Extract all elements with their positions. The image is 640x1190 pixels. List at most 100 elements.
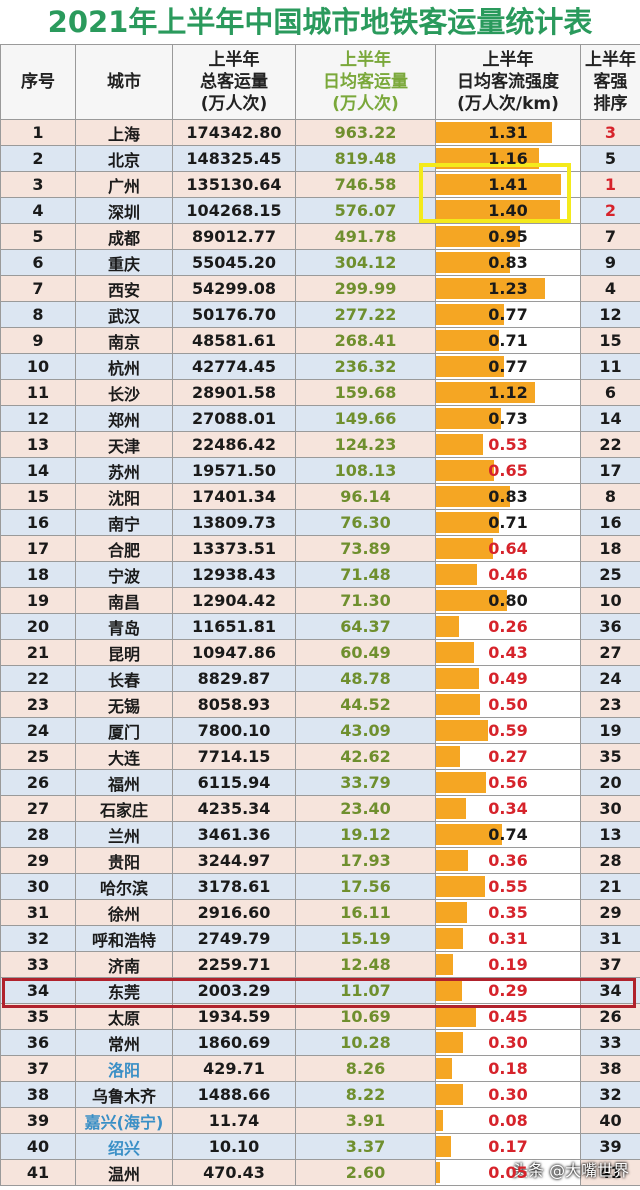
row-intensity: 1.41 — [435, 171, 581, 198]
intensity-bar — [436, 1058, 452, 1079]
row-intensity: 0.30 — [435, 1029, 581, 1056]
row-daily: 8.26 — [295, 1055, 436, 1082]
row-total: 1488.66 — [172, 1081, 296, 1108]
row-city: 嘉兴(海宁) — [75, 1107, 173, 1134]
intensity-value: 0.31 — [488, 929, 528, 948]
row-index: 10 — [0, 353, 76, 380]
row-city: 温州 — [75, 1159, 173, 1186]
row-daily: 44.52 — [295, 691, 436, 718]
row-city: 宁波 — [75, 561, 173, 588]
row-total: 2749.79 — [172, 925, 296, 952]
intensity-value: 1.40 — [488, 201, 528, 220]
intensity-bar — [436, 226, 520, 247]
row-daily: 42.62 — [295, 743, 436, 770]
row-intensity: 0.49 — [435, 665, 581, 692]
row-daily: 19.12 — [295, 821, 436, 848]
intensity-value: 1.12 — [488, 383, 528, 402]
intensity-value: 0.43 — [488, 643, 528, 662]
table-row: 38 乌鲁木齐 1488.66 8.22 0.30 32 — [0, 1081, 640, 1108]
table-row: 17 合肥 13373.51 73.89 0.64 18 — [0, 535, 640, 562]
header-row: 序号 城市 上半年 总客运量 (万人次) 上半年 日均客运量 (万人次) 上半年… — [0, 44, 640, 120]
intensity-bar — [436, 642, 474, 663]
row-index: 19 — [0, 587, 76, 614]
row-index: 3 — [0, 171, 76, 198]
intensity-value: 0.29 — [488, 981, 528, 1000]
row-rank: 19 — [580, 717, 640, 744]
intensity-value: 0.59 — [488, 721, 528, 740]
row-total: 3178.61 — [172, 873, 296, 900]
row-index: 11 — [0, 379, 76, 406]
row-total: 12938.43 — [172, 561, 296, 588]
intensity-value: 0.77 — [488, 357, 528, 376]
row-city: 昆明 — [75, 639, 173, 666]
intensity-bar — [436, 746, 460, 767]
row-total: 48581.61 — [172, 327, 296, 354]
row-city: 太原 — [75, 1003, 173, 1030]
row-city: 郑州 — [75, 405, 173, 432]
row-rank: 36 — [580, 613, 640, 640]
row-daily: 17.56 — [295, 873, 436, 900]
header-intensity: 上半年 日均客流强度 (万人次/km) — [435, 44, 581, 120]
row-rank: 14 — [580, 405, 640, 432]
intensity-bar — [436, 616, 459, 637]
row-rank: 20 — [580, 769, 640, 796]
row-city: 沈阳 — [75, 483, 173, 510]
row-total: 7800.10 — [172, 717, 296, 744]
row-total: 104268.15 — [172, 197, 296, 224]
intensity-value: 0.36 — [488, 851, 528, 870]
intensity-value: 0.56 — [488, 773, 528, 792]
intensity-value: 1.16 — [488, 149, 528, 168]
intensity-bar — [436, 356, 504, 377]
table-row: 36 常州 1860.69 10.28 0.30 33 — [0, 1029, 640, 1056]
row-daily: 48.78 — [295, 665, 436, 692]
row-rank: 23 — [580, 691, 640, 718]
row-city: 武汉 — [75, 301, 173, 328]
row-rank: 15 — [580, 327, 640, 354]
row-intensity: 0.26 — [435, 613, 581, 640]
intensity-bar — [436, 850, 468, 871]
row-intensity: 0.83 — [435, 483, 581, 510]
row-index: 23 — [0, 691, 76, 718]
row-index: 28 — [0, 821, 76, 848]
row-index: 38 — [0, 1081, 76, 1108]
row-daily: 23.40 — [295, 795, 436, 822]
row-rank: 12 — [580, 301, 640, 328]
intensity-bar — [436, 408, 501, 429]
table-row: 4 深圳 104268.15 576.07 1.40 2 — [0, 197, 640, 224]
row-city: 天津 — [75, 431, 173, 458]
table-row: 28 兰州 3461.36 19.12 0.74 13 — [0, 821, 640, 848]
intensity-bar — [436, 304, 504, 325]
row-daily: 236.32 — [295, 353, 436, 380]
row-daily: 10.69 — [295, 1003, 436, 1030]
row-index: 36 — [0, 1029, 76, 1056]
row-index: 30 — [0, 873, 76, 900]
row-city: 福州 — [75, 769, 173, 796]
row-city: 贵阳 — [75, 847, 173, 874]
row-total: 11.74 — [172, 1107, 296, 1134]
row-index: 40 — [0, 1133, 76, 1160]
intensity-bar — [436, 538, 493, 559]
row-intensity: 0.17 — [435, 1133, 581, 1160]
row-intensity: 0.77 — [435, 301, 581, 328]
table-row: 37 洛阳 429.71 8.26 0.18 38 — [0, 1055, 640, 1082]
row-city: 南京 — [75, 327, 173, 354]
row-daily: 43.09 — [295, 717, 436, 744]
row-index: 22 — [0, 665, 76, 692]
row-daily: 76.30 — [295, 509, 436, 536]
intensity-value: 0.53 — [488, 435, 528, 454]
row-daily: 60.49 — [295, 639, 436, 666]
row-index: 14 — [0, 457, 76, 484]
intensity-bar — [436, 1006, 476, 1027]
row-total: 55045.20 — [172, 249, 296, 276]
row-index: 31 — [0, 899, 76, 926]
intensity-bar — [436, 460, 494, 481]
row-total: 8058.93 — [172, 691, 296, 718]
row-index: 17 — [0, 535, 76, 562]
row-total: 8829.87 — [172, 665, 296, 692]
row-daily: 277.22 — [295, 301, 436, 328]
row-index: 9 — [0, 327, 76, 354]
row-total: 6115.94 — [172, 769, 296, 796]
row-total: 17401.34 — [172, 483, 296, 510]
row-intensity: 0.45 — [435, 1003, 581, 1030]
table-row: 24 厦门 7800.10 43.09 0.59 19 — [0, 717, 640, 744]
